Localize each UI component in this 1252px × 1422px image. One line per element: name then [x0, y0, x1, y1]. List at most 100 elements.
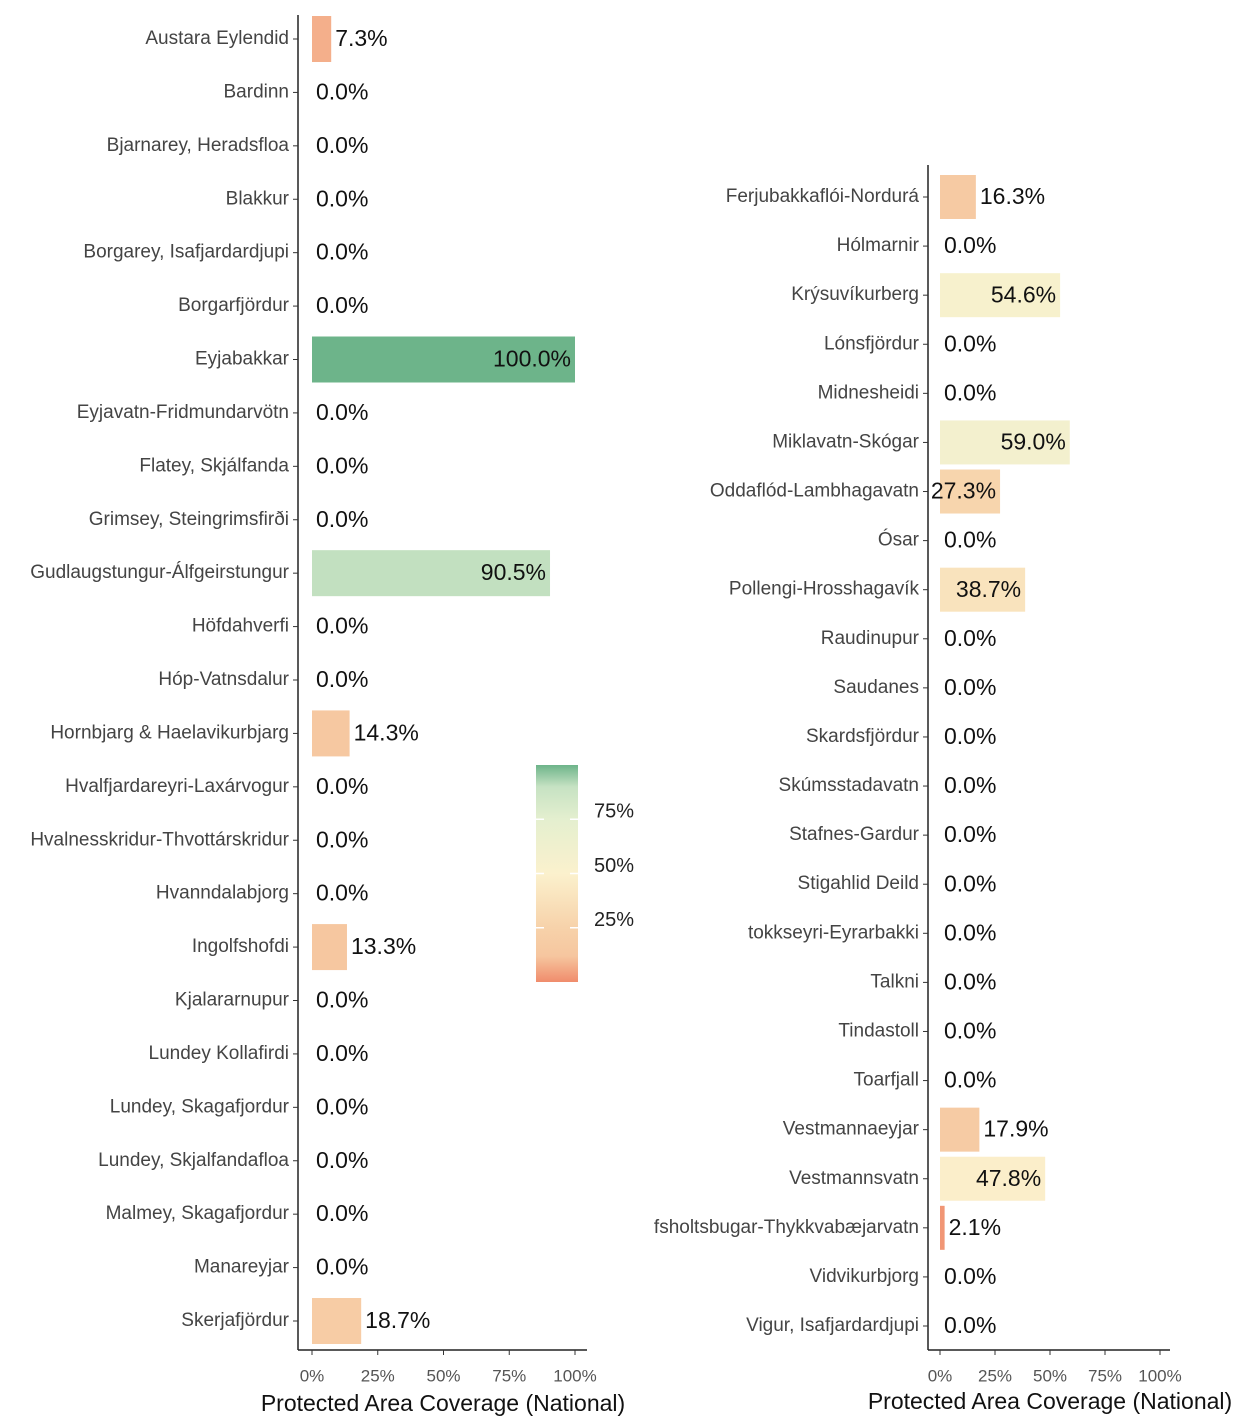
- value-label: 0.0%: [944, 919, 996, 945]
- y-tick-label: Hvalfjardareyri-Laxárvogur: [65, 776, 290, 797]
- value-label: 0.0%: [316, 666, 368, 692]
- value-label: 0.0%: [944, 870, 996, 896]
- y-tick-label: Hóp-Vatnsdalur: [158, 669, 289, 690]
- bar: [312, 1298, 362, 1344]
- y-tick-label: Talkni: [870, 971, 919, 992]
- value-label: 0.0%: [944, 968, 996, 994]
- y-tick-label: Vestmannsvatn: [789, 1168, 919, 1189]
- bar: [312, 16, 332, 62]
- y-tick-label: Grimsey, Steingrimsfirði: [89, 509, 289, 530]
- bar: [940, 420, 1070, 465]
- value-label: 54.6%: [991, 281, 1056, 307]
- y-tick-label: Krýsuvíkurberg: [791, 284, 919, 305]
- y-tick-label: Hólmarnir: [837, 235, 920, 256]
- value-label: 27.3%: [931, 478, 996, 504]
- bar: [940, 175, 976, 219]
- bar: [940, 1156, 1046, 1201]
- value-label: 0.0%: [316, 773, 368, 799]
- value-label: 0.0%: [944, 330, 996, 356]
- y-tick-label: Pollengi-Hrosshagavík: [729, 579, 920, 600]
- y-tick-label: Eyjavatn-Fridmundarvötn: [77, 402, 289, 423]
- value-label: 0.0%: [316, 1040, 368, 1066]
- value-label: 100.0%: [493, 346, 571, 372]
- y-tick-label: Gudlaugstungur-Álfgeirstungur: [30, 562, 289, 583]
- x-tick-label: 0%: [300, 1366, 325, 1385]
- value-label: 0.0%: [316, 292, 368, 318]
- value-label: 0.0%: [944, 821, 996, 847]
- value-label: 0.0%: [316, 239, 368, 265]
- value-label: 13.3%: [351, 933, 416, 959]
- y-tick-label: Stafnes-Gardur: [789, 824, 920, 845]
- value-label: 0.0%: [316, 399, 368, 425]
- x-tick-label: 25%: [978, 1366, 1012, 1385]
- x-tick-label: 100%: [553, 1366, 596, 1385]
- y-tick-label: Oddaflód-Lambhagavatn: [710, 481, 919, 502]
- colorbar-label: 25%: [594, 909, 634, 931]
- value-label: 0.0%: [944, 379, 996, 405]
- x-tick-label: 75%: [492, 1366, 526, 1385]
- value-label: 2.1%: [949, 1214, 1001, 1240]
- x-axis-title: Protected Area Coverage (National): [261, 1390, 625, 1416]
- value-label: 16.3%: [980, 183, 1045, 209]
- value-label: 14.3%: [354, 719, 419, 745]
- y-tick-label: Ingolfshofdi: [192, 936, 289, 957]
- bar: [312, 550, 551, 597]
- y-tick-label: Vestmannaeyjar: [783, 1119, 920, 1140]
- value-label: 0.0%: [316, 1093, 368, 1119]
- value-label: 0.0%: [944, 625, 996, 651]
- bar: [312, 710, 350, 757]
- y-tick-label: Malmey, Skagafjordur: [106, 1203, 290, 1224]
- y-tick-label: Stigahlid Deild: [798, 873, 919, 894]
- value-label: 0.0%: [944, 723, 996, 749]
- value-label: 0.0%: [944, 772, 996, 798]
- y-tick-label: Lónsfjördur: [824, 333, 920, 354]
- y-tick-label: Hornbjarg & Haelavikurbjarg: [50, 722, 289, 743]
- y-tick-label: Lundey, Skjalfandafloa: [98, 1150, 289, 1171]
- value-label: 0.0%: [316, 826, 368, 852]
- y-tick-label: Tindastoll: [838, 1020, 919, 1041]
- y-tick-label: Borgarfjördur: [178, 295, 290, 316]
- y-tick-label: Blakkur: [226, 188, 290, 209]
- y-tick-label: Skúmsstadavatn: [779, 775, 919, 796]
- y-tick-label: Skardsfjördur: [806, 726, 920, 747]
- y-tick-label: Bardinn: [224, 81, 290, 102]
- value-label: 0.0%: [944, 1263, 996, 1289]
- colorbar-label: 75%: [594, 801, 634, 823]
- x-tick-label: 100%: [1138, 1366, 1181, 1385]
- value-label: 0.0%: [944, 1018, 996, 1044]
- value-label: 90.5%: [481, 559, 546, 585]
- x-tick-label: 0%: [928, 1366, 953, 1385]
- value-label: 0.0%: [316, 880, 368, 906]
- value-label: 0.0%: [316, 1200, 368, 1226]
- bar: [940, 1107, 980, 1152]
- y-tick-label: Saudanes: [833, 677, 919, 698]
- y-tick-label: Kjalararnupur: [175, 990, 290, 1011]
- y-tick-label: Vigur, Isafjardardjupi: [746, 1315, 919, 1336]
- bar: [940, 1205, 945, 1250]
- value-label: 0.0%: [316, 452, 368, 478]
- y-tick-label: fsholtsbugar-Thykkvabæjarvatn: [654, 1217, 919, 1238]
- value-label: 0.0%: [944, 232, 996, 258]
- value-label: 0.0%: [316, 185, 368, 211]
- y-tick-label: Lundey, Skagafjordur: [110, 1096, 290, 1117]
- value-label: 0.0%: [316, 506, 368, 532]
- bar: [940, 273, 1061, 318]
- value-label: 17.9%: [983, 1116, 1048, 1142]
- value-label: 0.0%: [316, 78, 368, 104]
- bar: [312, 924, 347, 971]
- y-tick-label: tokkseyri-Eyrarbakki: [748, 922, 919, 943]
- x-tick-label: 75%: [1088, 1366, 1122, 1385]
- y-tick-label: Skerjafjördur: [181, 1310, 289, 1331]
- y-tick-label: Austara Eylendid: [145, 28, 289, 49]
- bar: [940, 469, 1001, 514]
- value-label: 59.0%: [1001, 429, 1066, 455]
- y-tick-label: Vidvikurbjorg: [810, 1266, 919, 1287]
- value-label: 47.8%: [976, 1165, 1041, 1191]
- y-tick-label: Midnesheidi: [818, 382, 919, 403]
- y-tick-label: Hvalnesskridur-Thvottárskridur: [30, 829, 289, 850]
- value-label: 0.0%: [316, 987, 368, 1013]
- value-label: 0.0%: [316, 1254, 368, 1280]
- y-tick-label: Ósar: [878, 529, 920, 551]
- y-tick-label: Höfdahverfi: [192, 616, 289, 637]
- x-tick-label: 50%: [1033, 1366, 1067, 1385]
